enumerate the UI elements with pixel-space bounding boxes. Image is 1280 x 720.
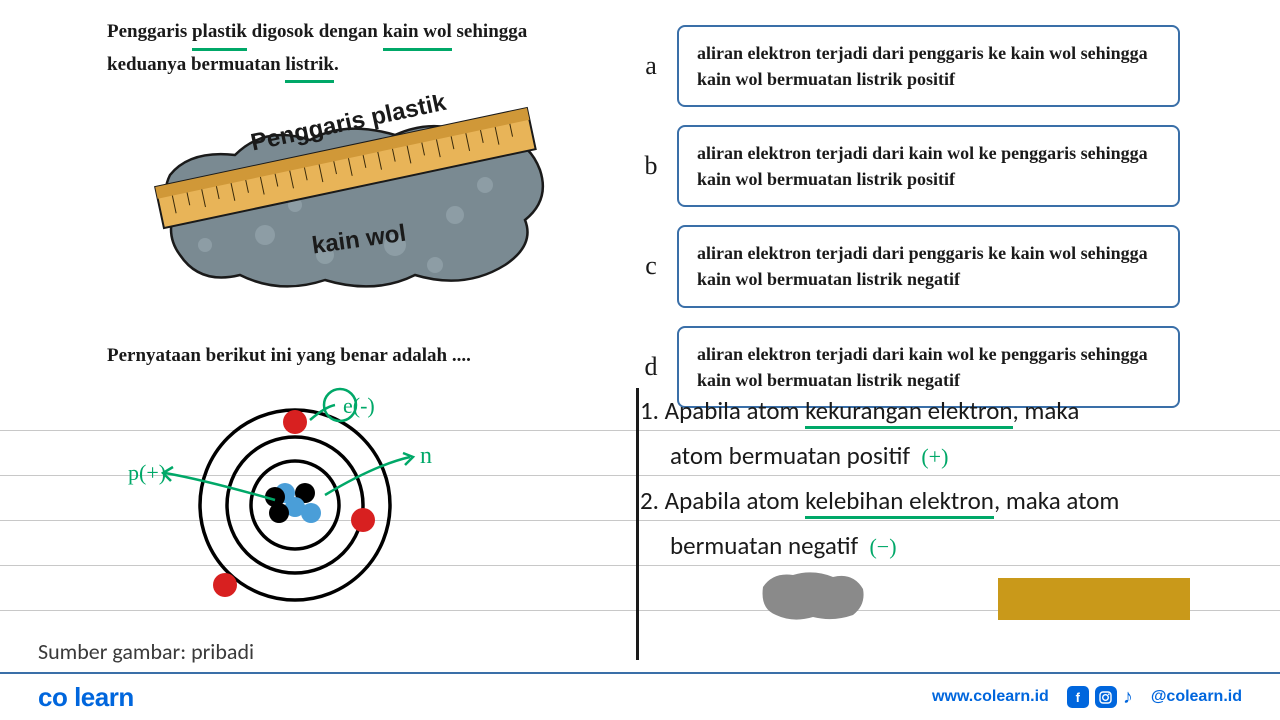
option-box: aliran elektron terjadi dari penggaris k… <box>677 25 1180 107</box>
svg-text:e(-): e(-) <box>343 393 375 418</box>
options-container: a aliran elektron terjadi dari penggaris… <box>640 25 1180 426</box>
option-b[interactable]: b aliran elektron terjadi dari kain wol … <box>640 125 1180 207</box>
website-url: www.colearn.id <box>932 688 1049 706</box>
facebook-icon: f <box>1067 686 1089 708</box>
option-c[interactable]: c aliran elektron terjadi dari penggaris… <box>640 225 1180 307</box>
social-icons: f ♪ <box>1067 686 1133 709</box>
option-a[interactable]: a aliran elektron terjadi dari penggaris… <box>640 25 1180 107</box>
option-letter: a <box>640 51 662 81</box>
source-text: Sumber gambar: pribadi <box>38 638 254 665</box>
question-text: Penggaris plastik digosok dengan kain wo… <box>107 18 607 83</box>
social-handle: @colearn.id <box>1151 688 1242 706</box>
svg-text:p(+): p(+) <box>128 460 166 485</box>
logo: co learn <box>38 682 134 713</box>
option-letter: c <box>640 251 662 281</box>
divider-vertical <box>636 388 639 660</box>
ruler-mini-icon <box>998 578 1190 620</box>
atom-diagram: e(-) n p(+) <box>125 385 465 630</box>
ruler-wool-illustration: Penggaris plastik kain wol <box>145 95 555 305</box>
option-box: aliran elektron terjadi dari penggaris k… <box>677 225 1180 307</box>
option-letter: b <box>640 151 662 181</box>
option-letter: d <box>640 352 662 382</box>
svg-text:n: n <box>420 443 432 469</box>
option-box: aliran elektron terjadi dari kain wol ke… <box>677 125 1180 207</box>
footer: co learn www.colearn.id f ♪ @colearn.id <box>0 672 1280 720</box>
notes-section: 1. Apabila atom kekurangan elektron, mak… <box>640 388 1260 568</box>
statement-text: Pernyataan berikut ini yang benar adalah… <box>107 345 471 367</box>
instagram-icon <box>1095 686 1117 708</box>
wool-mini-icon <box>758 567 868 623</box>
tiktok-icon: ♪ <box>1123 686 1133 709</box>
